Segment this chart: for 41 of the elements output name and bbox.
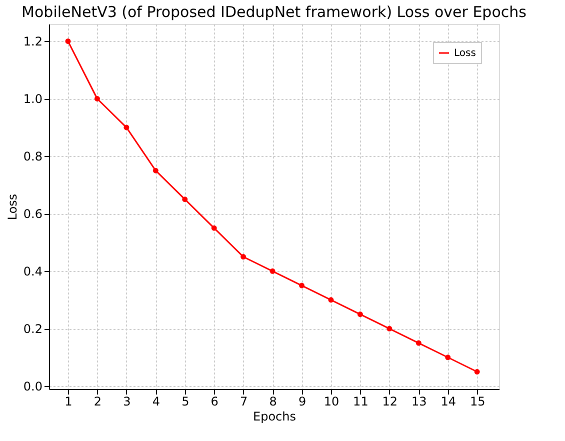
point — [182, 196, 188, 202]
y-axis-title: Loss — [5, 194, 20, 220]
x-tick-label: 8 — [269, 394, 277, 408]
point — [328, 297, 334, 303]
point — [211, 225, 217, 231]
x-tick-label: 6 — [210, 394, 218, 408]
y-tick-label: 0.8 — [23, 150, 42, 164]
chart-title: MobileNetV3 (of Proposed IDedupNet framework) Loss over Epochs — [22, 3, 527, 21]
point — [65, 38, 71, 44]
point — [94, 96, 100, 102]
y-tick-label: 0.6 — [23, 207, 42, 222]
y-tick-label: 1.0 — [23, 92, 42, 106]
x-tick-label: 15 — [470, 394, 486, 408]
x-tick-label: 1 — [64, 394, 72, 408]
x-tick-label: 10 — [324, 394, 340, 408]
point — [386, 326, 392, 332]
point — [124, 124, 130, 130]
y-tick-label: 0.2 — [23, 322, 42, 336]
point — [416, 340, 422, 346]
x-tick-label: 2 — [94, 394, 102, 408]
x-axis-title: Epochs — [253, 410, 296, 424]
x-tick-label: 11 — [353, 394, 368, 408]
x-tick-label: 13 — [412, 394, 427, 408]
point — [474, 369, 480, 374]
point — [445, 354, 451, 360]
x-tick-label: 5 — [182, 394, 190, 408]
y-tick-label: 1.2 — [23, 34, 42, 49]
point — [299, 282, 304, 288]
point — [270, 268, 276, 274]
x-tick-label: 12 — [382, 394, 398, 408]
y-tick-label: 0.0 — [23, 380, 42, 394]
x-tick-label: 9 — [298, 394, 306, 408]
x-tick-label: 7 — [240, 394, 248, 408]
x-tick-label: 4 — [152, 394, 160, 408]
x-tick-label: 3 — [123, 394, 131, 408]
legend-label: Loss — [454, 48, 476, 59]
y-tick-label: 0.4 — [23, 264, 42, 279]
point — [357, 312, 363, 318]
point — [152, 168, 158, 174]
x-tick-label: 14 — [440, 394, 456, 408]
point — [240, 254, 246, 260]
